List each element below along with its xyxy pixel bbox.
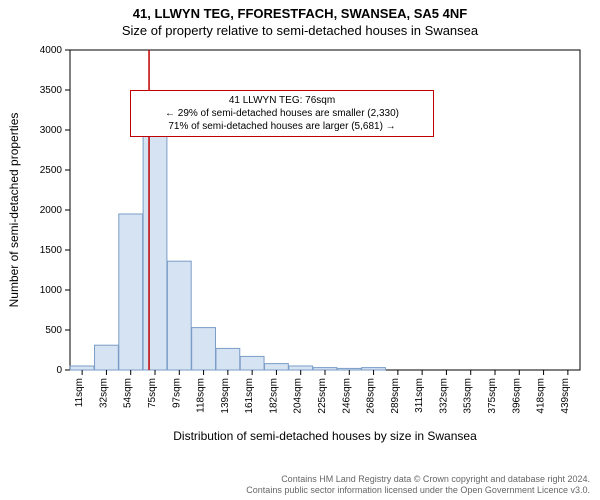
bar [337, 368, 361, 370]
bar [313, 368, 337, 370]
svg-text:439sqm: 439sqm [560, 378, 571, 414]
bar [289, 366, 313, 370]
bar [216, 348, 240, 370]
bar [70, 366, 94, 370]
annotation-line-3: 71% of semi-detached houses are larger (… [137, 120, 427, 133]
bar [119, 214, 143, 370]
svg-text:268sqm: 268sqm [366, 378, 377, 414]
bar [167, 261, 191, 370]
svg-text:1000: 1000 [40, 285, 63, 296]
bar [192, 328, 216, 370]
svg-text:311sqm: 311sqm [414, 378, 425, 413]
annotation-line-1: 41 LLWYN TEG: 76sqm [137, 94, 427, 107]
svg-text:204sqm: 204sqm [293, 378, 304, 414]
svg-text:97sqm: 97sqm [171, 378, 182, 408]
bar [362, 368, 386, 370]
svg-text:32sqm: 32sqm [98, 378, 109, 408]
bar [143, 116, 167, 370]
svg-text:75sqm: 75sqm [147, 378, 158, 408]
svg-text:375sqm: 375sqm [487, 378, 498, 414]
annotation-line-2: ← 29% of semi-detached houses are smalle… [137, 107, 427, 120]
svg-text:2000: 2000 [40, 205, 63, 216]
svg-text:118sqm: 118sqm [196, 378, 207, 413]
svg-text:500: 500 [45, 325, 62, 336]
svg-text:332sqm: 332sqm [438, 378, 449, 414]
title-line-1: 41, LLWYN TEG, FFORESTFACH, SWANSEA, SA5… [0, 6, 600, 23]
svg-text:3000: 3000 [40, 125, 63, 136]
chart-container: 0 500 1000 1500 2000 2500 3000 3500 4000 11sqm 32s… [0, 40, 600, 460]
svg-text:418sqm: 418sqm [536, 378, 547, 414]
svg-text:1500: 1500 [40, 245, 63, 256]
annotation-box: 41 LLWYN TEG: 76sqm ← 29% of semi-detach… [130, 90, 434, 137]
svg-text:4000: 4000 [40, 45, 63, 56]
svg-text:396sqm: 396sqm [511, 378, 522, 414]
svg-text:161sqm: 161sqm [244, 378, 255, 414]
footer-line-2: Contains public sector information licen… [246, 485, 590, 496]
x-axis-label: Distribution of semi-detached houses by … [173, 429, 477, 443]
footer-attribution: Contains HM Land Registry data © Crown c… [246, 474, 590, 496]
footer-line-1: Contains HM Land Registry data © Crown c… [246, 474, 590, 485]
svg-text:139sqm: 139sqm [220, 378, 231, 414]
svg-text:0: 0 [56, 365, 62, 376]
svg-text:182sqm: 182sqm [268, 378, 279, 414]
y-axis-label: Number of semi-detached properties [7, 113, 21, 308]
svg-text:2500: 2500 [40, 165, 63, 176]
svg-text:11sqm: 11sqm [74, 378, 85, 407]
title-line-2: Size of property relative to semi-detach… [0, 23, 600, 40]
svg-text:353sqm: 353sqm [463, 378, 474, 414]
bar [265, 364, 289, 370]
svg-text:225sqm: 225sqm [317, 378, 328, 414]
svg-text:54sqm: 54sqm [123, 378, 134, 408]
bar [240, 356, 264, 370]
svg-text:3500: 3500 [40, 85, 63, 96]
svg-text:246sqm: 246sqm [341, 378, 352, 414]
chart-title-block: 41, LLWYN TEG, FFORESTFACH, SWANSEA, SA5… [0, 0, 600, 40]
svg-text:289sqm: 289sqm [390, 378, 401, 414]
bar [95, 345, 119, 370]
